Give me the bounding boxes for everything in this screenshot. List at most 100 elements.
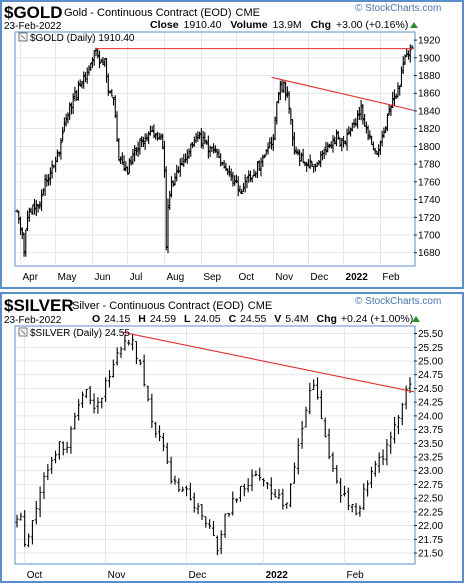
silver-ohlc-bar bbox=[235, 498, 239, 503]
silver-ohlc-bar bbox=[142, 354, 146, 387]
silver-name: Silver - Continuous Contract (EOD) CME bbox=[72, 300, 272, 312]
silver-x-axis: Oct Nov Dec 2022 Feb bbox=[27, 570, 364, 581]
silver-ohlc-bar bbox=[242, 483, 246, 497]
silver-ohlc-bar bbox=[134, 341, 138, 365]
gold-x-tick-label: Sep bbox=[203, 272, 221, 283]
silver-y-tick-label: 22.50 bbox=[418, 494, 443, 505]
gold-downtrend-line bbox=[271, 76, 415, 111]
gold-ohlc-bar bbox=[240, 189, 244, 195]
gold-panel: $GOLD Gold - Continuous Contract (EOD) CM… bbox=[0, 0, 464, 289]
silver-ohlc-bar bbox=[131, 333, 135, 351]
silver-ohlc-bar bbox=[400, 403, 404, 426]
silver-ohlc-bar bbox=[277, 488, 281, 500]
gold-watermark: © StockCharts.com bbox=[355, 3, 441, 14]
gold-y-tick-label: 1860 bbox=[418, 89, 441, 100]
gold-x-tick-label: Dec bbox=[310, 272, 328, 283]
gold-ohlc-bar bbox=[336, 131, 340, 140]
gold-y-tick-label: 1780 bbox=[418, 160, 441, 171]
silver-y-tick-label: 23.50 bbox=[418, 439, 443, 450]
gold-y-tick-label: 1920 bbox=[418, 36, 441, 47]
silver-ohlc-bar bbox=[115, 347, 119, 366]
gold-ohlc-bar bbox=[126, 166, 130, 175]
silver-x-tick-label: Feb bbox=[347, 570, 365, 581]
gold-legend-swatch bbox=[18, 32, 28, 42]
gold-ohlc-bar bbox=[287, 91, 291, 114]
silver-y-axis: 21.50 21.75 22.00 22.25 22.50 22.75 23.00 23.25… bbox=[414, 329, 443, 560]
gold-x-axis: Apr May Jun Jul Aug Sep Oct Nov Dec 2022 Feb bbox=[23, 272, 401, 283]
silver-ohlc-bar bbox=[165, 442, 169, 465]
silver-ohlc-bar bbox=[227, 512, 231, 517]
silver-x-tick-label: Oct bbox=[27, 570, 43, 581]
gold-x-tick-label: May bbox=[58, 272, 77, 283]
silver-ohlc-bar bbox=[192, 492, 196, 513]
silver-ohlc-bar bbox=[250, 469, 254, 492]
silver-ohlc-bar bbox=[319, 390, 323, 420]
silver-x-tick-label: Dec bbox=[189, 570, 207, 581]
silver-ohlc-bar bbox=[335, 464, 339, 484]
silver-y-tick-label: 23.75 bbox=[418, 425, 443, 436]
silver-ohlc-bar bbox=[343, 485, 346, 497]
silver-ohlc-bar bbox=[308, 382, 312, 415]
silver-y-tick-label: 21.75 bbox=[418, 535, 443, 546]
gold-y-tick-label: 1700 bbox=[418, 230, 441, 241]
gold-symbol: $GOLD bbox=[4, 3, 63, 22]
silver-ohlc-bar bbox=[65, 441, 69, 454]
silver-ohlc-bar bbox=[300, 420, 304, 449]
silver-y-tick-label: 22.25 bbox=[418, 507, 443, 518]
silver-ohlc-bar bbox=[196, 503, 200, 515]
gold-ohlc-bar bbox=[266, 142, 270, 155]
silver-ohlc-bar bbox=[23, 510, 27, 548]
silver-legend-swatch-mark bbox=[20, 329, 26, 335]
silver-ohlc-bar bbox=[158, 425, 162, 442]
silver-ohlc-bar bbox=[358, 505, 362, 517]
silver-y-tick-label: 24.50 bbox=[418, 384, 443, 395]
silver-ohlc-bar bbox=[96, 397, 100, 414]
silver-ohlc-bar bbox=[34, 501, 38, 525]
silver-x-tick-label: 2022 bbox=[266, 570, 289, 581]
silver-ohlc-bar bbox=[81, 391, 84, 408]
silver-ohlc-bar bbox=[292, 462, 296, 484]
gold-y-tick-label: 1900 bbox=[418, 53, 441, 64]
silver-ohlc-bar bbox=[181, 486, 185, 492]
gold-x-tick-label: Nov bbox=[275, 272, 293, 283]
gold-ohlc-bar bbox=[408, 44, 412, 63]
silver-ohlc-bar bbox=[281, 488, 285, 510]
silver-ohlc-bar bbox=[312, 379, 316, 391]
gold-y-tick-label: 1800 bbox=[418, 142, 441, 153]
silver-ohlc-bar bbox=[73, 412, 77, 430]
silver-ohlc-bar bbox=[57, 441, 61, 460]
silver-ohlc-bar bbox=[262, 478, 266, 487]
silver-ohlc-bar bbox=[254, 470, 258, 477]
silver-ohlc-bar bbox=[84, 389, 88, 399]
silver-ohlc-bar bbox=[404, 385, 408, 410]
silver-y-tick-label: 24.75 bbox=[418, 370, 443, 381]
gold-y-tick-label: 1680 bbox=[418, 248, 441, 259]
silver-ohlc-bar bbox=[265, 482, 269, 489]
gold-date: 23-Feb-2022 bbox=[4, 21, 62, 32]
silver-y-tick-label: 25.25 bbox=[418, 343, 443, 354]
silver-ohlc-bar bbox=[169, 456, 173, 484]
silver-ohlc-bar bbox=[15, 514, 19, 528]
gold-y-tick-label: 1740 bbox=[418, 195, 441, 206]
gold-x-tick-label: Aug bbox=[166, 272, 184, 283]
silver-x-tick-label: Nov bbox=[108, 570, 126, 581]
silver-ohlc-bar bbox=[138, 359, 142, 366]
silver-quote-line: O 24.15 H 24.59 L 24.05 C 24.55 V 5.4M C… bbox=[92, 313, 413, 325]
gold-ohlc-bar bbox=[61, 127, 65, 142]
silver-ohlc-bar bbox=[289, 483, 293, 508]
silver-ohlc-bar bbox=[385, 439, 389, 466]
gold-x-tick-label: 2022 bbox=[346, 272, 369, 283]
silver-ohlc-bar bbox=[204, 516, 208, 528]
silver-ohlc-bar bbox=[296, 438, 300, 475]
gold-y-tick-label: 1760 bbox=[418, 177, 441, 188]
silver-ohlc-bar bbox=[273, 489, 277, 498]
gold-quote-line: Close 1910.40 Volume 13.9M Chg +3.00 (+0… bbox=[150, 19, 408, 31]
gold-x-tick-label: Feb bbox=[382, 272, 400, 283]
silver-ohlc-bar bbox=[346, 487, 350, 511]
silver-ohlc-bar bbox=[42, 472, 46, 499]
silver-ohlc-bar bbox=[111, 359, 115, 378]
gold-legend-text: $GOLD (Daily) 1910.40 bbox=[30, 33, 135, 44]
gold-ohlc-bar bbox=[310, 161, 314, 168]
silver-ohlc-bar bbox=[396, 415, 400, 435]
gold-x-tick-label: Jun bbox=[94, 272, 110, 283]
